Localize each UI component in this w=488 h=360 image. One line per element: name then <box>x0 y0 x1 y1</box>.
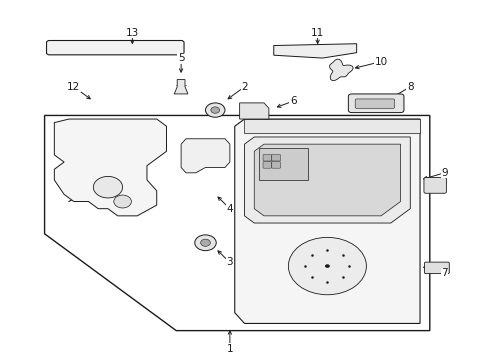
Polygon shape <box>234 119 419 323</box>
Circle shape <box>210 107 219 113</box>
Polygon shape <box>181 139 229 173</box>
FancyBboxPatch shape <box>263 154 271 161</box>
Circle shape <box>205 103 224 117</box>
Text: 2: 2 <box>241 82 247 92</box>
FancyBboxPatch shape <box>424 262 448 274</box>
Text: 7: 7 <box>440 268 447 278</box>
Polygon shape <box>244 119 419 134</box>
Circle shape <box>200 239 210 246</box>
Polygon shape <box>244 137 409 223</box>
Text: 8: 8 <box>406 82 413 92</box>
FancyBboxPatch shape <box>271 162 280 168</box>
Text: 11: 11 <box>310 28 324 38</box>
Text: 4: 4 <box>226 204 233 214</box>
FancyBboxPatch shape <box>354 99 394 108</box>
Polygon shape <box>174 80 187 94</box>
Text: 1: 1 <box>226 343 233 354</box>
Circle shape <box>325 264 329 268</box>
FancyBboxPatch shape <box>46 41 183 55</box>
Circle shape <box>194 235 216 251</box>
Polygon shape <box>239 103 268 119</box>
Text: 9: 9 <box>440 168 447 178</box>
Circle shape <box>93 176 122 198</box>
FancyBboxPatch shape <box>347 94 403 113</box>
Text: 12: 12 <box>67 82 81 92</box>
Text: 3: 3 <box>226 257 233 267</box>
Text: 10: 10 <box>374 57 387 67</box>
Circle shape <box>114 195 131 208</box>
Circle shape <box>288 237 366 295</box>
FancyBboxPatch shape <box>423 177 446 193</box>
Polygon shape <box>329 59 352 81</box>
Text: 6: 6 <box>289 96 296 106</box>
Polygon shape <box>54 119 166 216</box>
FancyBboxPatch shape <box>271 154 280 161</box>
FancyBboxPatch shape <box>263 162 271 168</box>
Polygon shape <box>254 144 400 216</box>
Polygon shape <box>273 44 356 58</box>
Text: 13: 13 <box>125 28 139 38</box>
Text: 5: 5 <box>178 53 184 63</box>
Polygon shape <box>259 148 307 180</box>
